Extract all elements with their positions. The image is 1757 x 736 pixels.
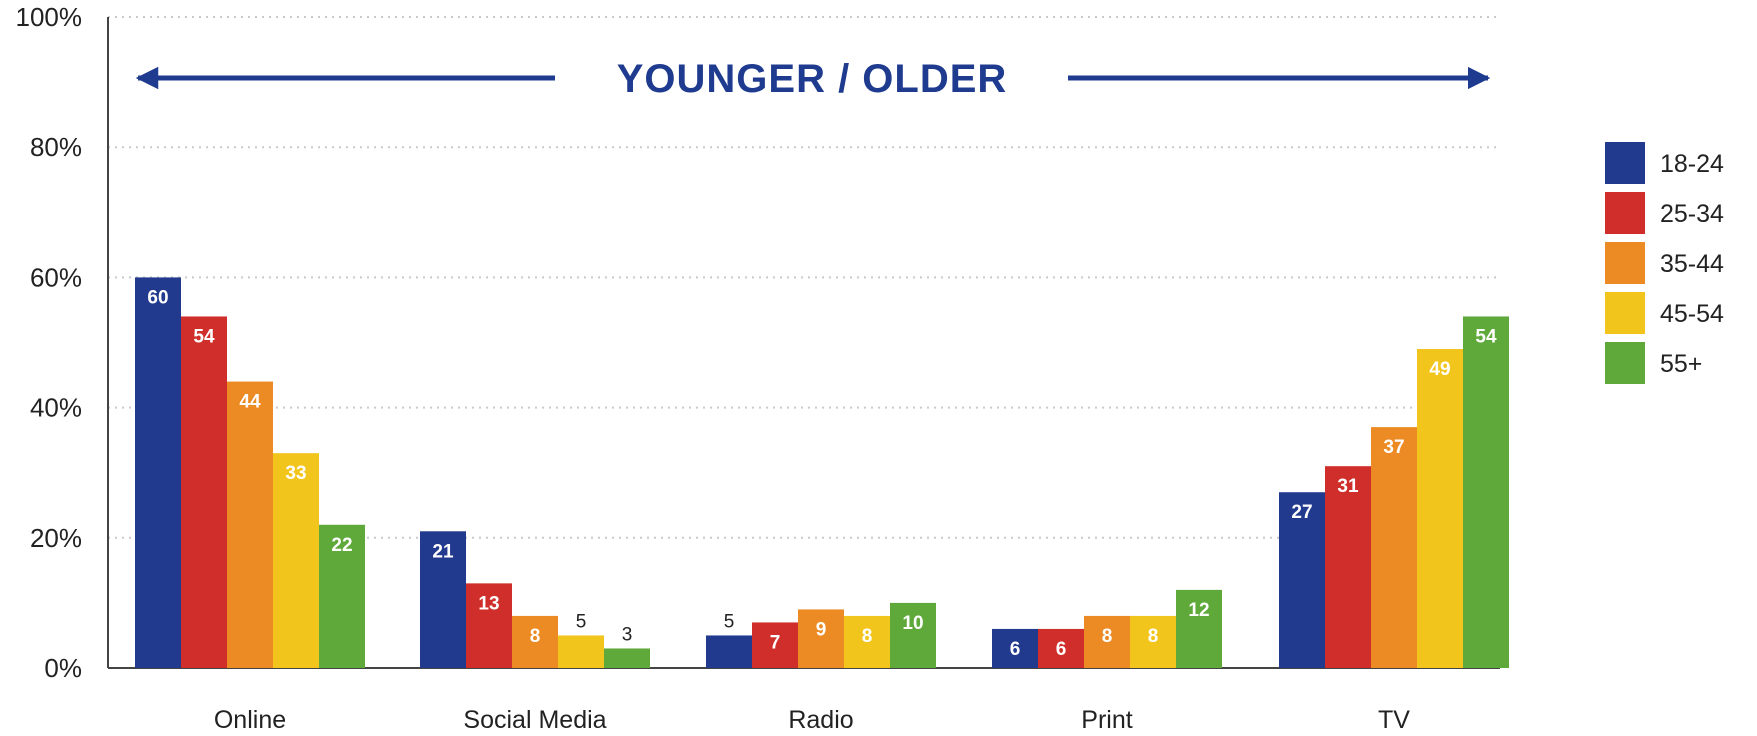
legend-label: 18-24 <box>1660 150 1724 178</box>
y-tick-label: 0% <box>44 653 82 683</box>
bar <box>466 583 512 668</box>
legend-swatch <box>1605 342 1645 384</box>
legend-label: 25-34 <box>1660 200 1724 228</box>
bar <box>752 622 798 668</box>
value-label: 8 <box>1148 626 1159 647</box>
bar <box>1325 466 1371 668</box>
bar <box>890 602 936 668</box>
x-category-label: Print <box>1081 706 1132 734</box>
chart-title: YOUNGER / OLDER <box>617 57 1008 101</box>
bar <box>135 277 181 668</box>
value-label: 49 <box>1429 359 1450 380</box>
bar <box>1176 589 1222 668</box>
bar <box>319 524 365 668</box>
title-banner: YOUNGER / OLDER <box>135 57 1491 101</box>
value-label: 8 <box>1102 626 1113 647</box>
legend-swatch <box>1605 192 1645 234</box>
value-label: 44 <box>239 392 261 413</box>
value-label: 7 <box>770 632 781 653</box>
bar <box>1371 427 1417 668</box>
value-label: 8 <box>530 626 541 647</box>
value-label: 27 <box>1291 502 1312 523</box>
legend-label: 55+ <box>1660 350 1702 378</box>
legend: 18-24 25-34 35-44 45-54 55+ <box>1605 142 1724 384</box>
bar <box>558 635 604 668</box>
bar <box>1130 615 1176 668</box>
value-label: 12 <box>1188 600 1209 621</box>
value-label: 37 <box>1383 437 1404 458</box>
value-label: 60 <box>147 287 168 308</box>
value-labels: 60 54 44 33 22 21 13 8 5 3 5 7 9 8 10 6 6 8 8 12 27 31 37 49 54 <box>147 287 1497 660</box>
bar <box>1279 492 1325 668</box>
legend-swatch <box>1605 242 1645 284</box>
bar <box>706 635 752 668</box>
x-category-label: Radio <box>788 706 853 734</box>
value-label: 31 <box>1337 476 1359 497</box>
value-label: 22 <box>331 535 352 556</box>
bar <box>273 453 319 668</box>
bar <box>1417 349 1463 668</box>
axes: 0% 20% 40% 60% 80% 100% Online Social Media Radi… <box>16 2 1500 734</box>
value-label: 9 <box>816 619 827 640</box>
y-tick-label: 20% <box>30 523 82 553</box>
value-label: 5 <box>576 611 587 632</box>
value-label: 33 <box>285 463 306 484</box>
value-label: 13 <box>478 593 499 614</box>
x-category-label: Social Media <box>463 706 606 734</box>
bar <box>1084 615 1130 668</box>
value-label: 54 <box>1475 326 1497 347</box>
legend-swatch <box>1605 292 1645 334</box>
legend-label: 35-44 <box>1660 250 1724 278</box>
bar <box>227 381 273 668</box>
value-label: 6 <box>1010 639 1021 660</box>
value-label: 8 <box>862 626 873 647</box>
bar <box>1463 316 1509 668</box>
bar <box>844 615 890 668</box>
value-label: 54 <box>193 326 215 347</box>
y-tick-label: 100% <box>16 2 83 32</box>
value-label: 5 <box>724 611 735 632</box>
bar <box>604 648 650 668</box>
bar <box>1038 628 1084 668</box>
y-tick-label: 80% <box>30 132 82 162</box>
bars <box>135 277 1509 668</box>
bar <box>512 615 558 668</box>
legend-label: 45-54 <box>1660 300 1724 328</box>
value-label: 21 <box>432 541 454 562</box>
y-tick-label: 40% <box>30 393 82 423</box>
bar <box>181 316 227 668</box>
value-label: 6 <box>1056 639 1067 660</box>
bar <box>798 609 844 668</box>
bar <box>992 628 1038 668</box>
value-label: 3 <box>622 624 633 645</box>
x-category-label: Online <box>214 706 286 734</box>
y-tick-label: 60% <box>30 262 82 292</box>
value-label: 10 <box>902 613 923 634</box>
x-category-label: TV <box>1378 706 1410 734</box>
bar <box>420 531 466 668</box>
legend-swatch <box>1605 142 1645 184</box>
